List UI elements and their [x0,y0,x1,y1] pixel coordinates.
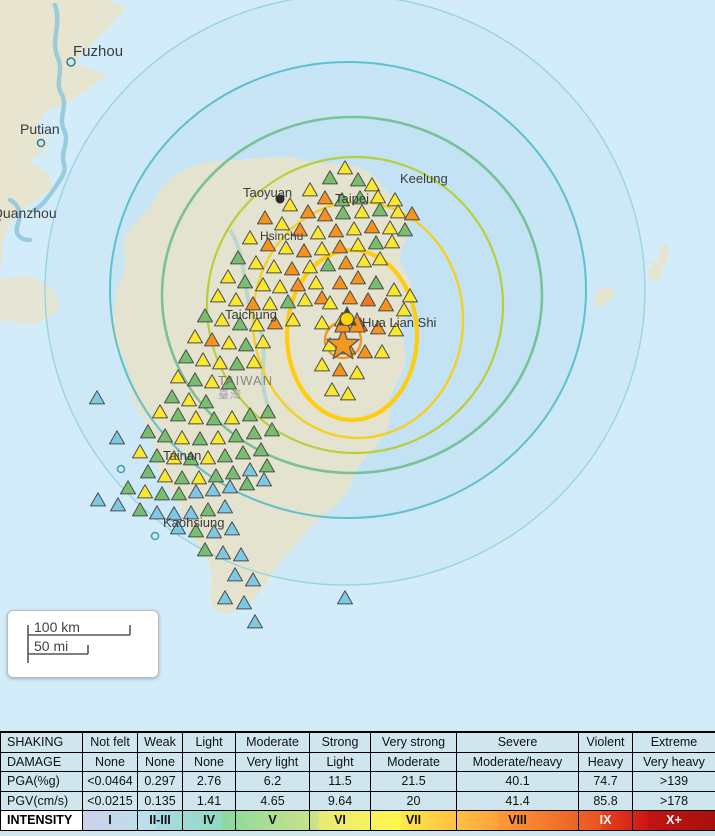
svg-text:Tainan: Tainan [163,448,201,463]
svg-text:Keelung: Keelung [400,171,448,186]
svg-text:TAIWAN: TAIWAN [218,373,273,388]
svg-text:Hua Lian Shi: Hua Lian Shi [362,315,437,330]
svg-text:Taichung: Taichung [225,307,277,322]
svg-text:Taipei: Taipei [335,191,369,206]
svg-text:50 mi: 50 mi [34,638,68,654]
svg-text:Quanzhou: Quanzhou [0,205,57,221]
svg-text:Putian: Putian [20,121,60,137]
svg-text:Fuzhou: Fuzhou [73,43,123,60]
svg-text:Hsinchu: Hsinchu [260,229,303,243]
svg-text:Taoyuan: Taoyuan [243,185,292,200]
svg-text:Kaohsiung: Kaohsiung [163,515,224,530]
svg-text:100 km: 100 km [34,619,80,635]
svg-text:臺灣: 臺灣 [218,387,242,401]
